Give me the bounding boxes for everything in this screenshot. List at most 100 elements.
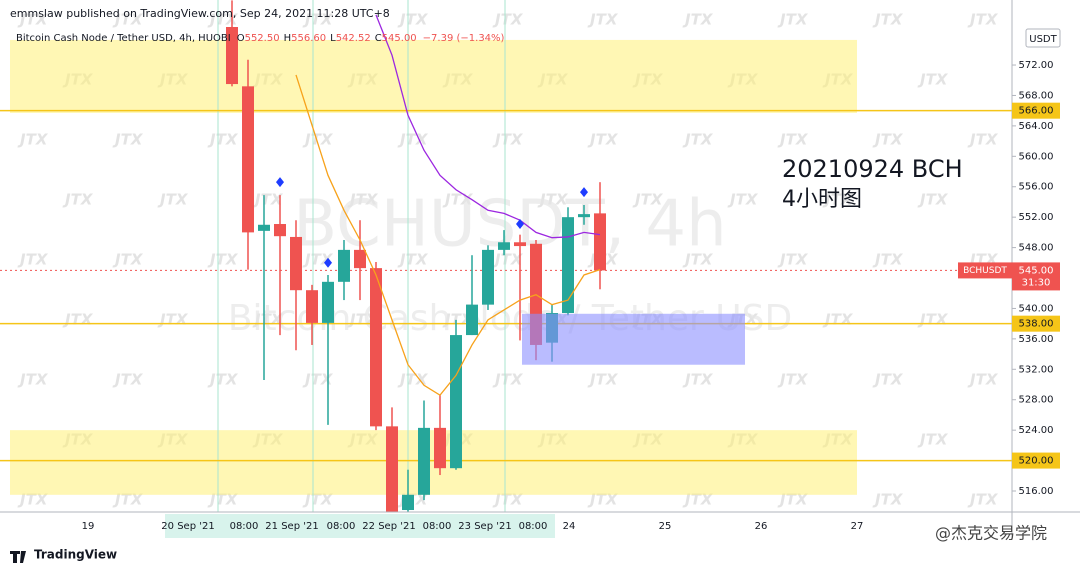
legend-key: O bbox=[237, 33, 245, 44]
level-tag bbox=[1012, 102, 1060, 119]
watermark: JTX bbox=[967, 131, 999, 149]
watermark: JTX bbox=[587, 11, 619, 29]
watermark: JTX bbox=[207, 491, 239, 509]
watermark: JTX bbox=[112, 11, 144, 29]
y-tick-label: 540.00 bbox=[1019, 303, 1054, 314]
watermark: JTX bbox=[917, 311, 949, 329]
watermark: JTX bbox=[967, 11, 999, 29]
ma-line bbox=[295, 74, 601, 397]
watermark: JTX bbox=[777, 11, 809, 29]
watermark: JTX bbox=[822, 311, 854, 329]
watermark: JTX bbox=[682, 131, 714, 149]
x-tick-label: 23 Sep '21 bbox=[458, 521, 511, 532]
watermark: JTX bbox=[17, 131, 49, 149]
watermark: JTX bbox=[682, 251, 714, 269]
legend-key: L bbox=[330, 33, 336, 44]
watermark: JTX bbox=[917, 71, 949, 89]
candle-body bbox=[306, 290, 318, 323]
level-label: 566.00 bbox=[1019, 106, 1054, 117]
level-tag bbox=[1012, 452, 1060, 469]
watermark: JTX bbox=[727, 191, 759, 209]
y-tick-label: 528.00 bbox=[1019, 395, 1054, 406]
y-tick-label: 556.00 bbox=[1019, 182, 1054, 193]
watermark: JTX bbox=[17, 251, 49, 269]
watermark: JTX bbox=[442, 191, 474, 209]
candle-body bbox=[370, 268, 382, 427]
legend-key: C bbox=[375, 33, 382, 44]
watermark: JTX bbox=[302, 11, 334, 29]
watermark: JTX bbox=[397, 371, 429, 389]
watermark: JTX bbox=[587, 371, 619, 389]
candle-body bbox=[226, 27, 238, 85]
footer-logo: TradingView bbox=[34, 548, 117, 562]
x-tick-label: 08:00 bbox=[230, 521, 259, 532]
watermark: JTX bbox=[492, 371, 524, 389]
watermark: JTX bbox=[587, 131, 619, 149]
candle-body bbox=[354, 249, 366, 269]
x-tick-label: 08:00 bbox=[423, 521, 452, 532]
signal bbox=[580, 187, 588, 198]
candle-body bbox=[498, 242, 510, 250]
candle-body bbox=[594, 213, 606, 271]
x-tick-label: 08:00 bbox=[519, 521, 548, 532]
candle-body bbox=[514, 242, 526, 247]
watermark: JTX bbox=[397, 251, 429, 269]
x-tick-label: 27 bbox=[851, 521, 864, 532]
y-tick-label: 524.00 bbox=[1019, 425, 1054, 436]
symbol-label: BCHUSDT bbox=[963, 266, 1007, 276]
watermark: JTX bbox=[112, 491, 144, 509]
watermark: JTX bbox=[62, 191, 94, 209]
watermark: JTX bbox=[822, 191, 854, 209]
watermark: JTX bbox=[112, 371, 144, 389]
candle-body bbox=[450, 335, 462, 469]
legend-value: 556.60 bbox=[291, 33, 326, 44]
candle-body bbox=[338, 249, 350, 282]
x-tick-label: 25 bbox=[659, 521, 672, 532]
candle-body bbox=[386, 426, 398, 512]
watermark: JTX bbox=[872, 491, 904, 509]
level-label: 538.00 bbox=[1019, 319, 1054, 330]
axes: 566.00 538.00 520.00 572.00 568.00 564.00 560.… bbox=[82, 60, 1060, 532]
x-tick-label: 22 Sep '21 bbox=[362, 521, 415, 532]
watermark: JTX bbox=[157, 311, 189, 329]
logo-icon bbox=[10, 551, 26, 563]
watermark: JTX bbox=[397, 11, 429, 29]
level-tag bbox=[1012, 315, 1060, 332]
candle-body bbox=[434, 427, 446, 469]
session-highlight bbox=[165, 514, 555, 538]
watermark: JTX bbox=[777, 251, 809, 269]
watermark: JTX bbox=[302, 491, 334, 509]
watermark: JTX bbox=[17, 11, 49, 29]
candle-body bbox=[482, 249, 494, 305]
zone bbox=[10, 430, 857, 495]
watermark: JTX bbox=[207, 131, 239, 149]
watermark: JTX bbox=[252, 191, 284, 209]
box-zone bbox=[522, 313, 745, 365]
footer-credit: @杰克交易学院 bbox=[935, 524, 1047, 543]
y-tick-label: 532.00 bbox=[1019, 364, 1054, 375]
x-tick-label: 26 bbox=[755, 521, 768, 532]
signal bbox=[324, 257, 332, 268]
symbol-title: Bitcoin Cash Node / Tether USD, 4h, HUOB… bbox=[16, 33, 231, 44]
watermark: JTX bbox=[777, 371, 809, 389]
watermark: JTX bbox=[872, 371, 904, 389]
watermark: JTX bbox=[917, 191, 949, 209]
x-tick-label: 19 bbox=[82, 521, 95, 532]
symbol-tag bbox=[958, 262, 1012, 279]
x-tick-label: 08:00 bbox=[327, 521, 356, 532]
y-tick-label: 572.00 bbox=[1019, 60, 1054, 71]
candle-body bbox=[290, 236, 302, 291]
legend-value: 552.50 bbox=[245, 33, 280, 44]
watermark: JTX bbox=[207, 11, 239, 29]
zone bbox=[10, 39, 857, 113]
y-tick-label: 548.00 bbox=[1019, 243, 1054, 254]
candle-body bbox=[402, 494, 414, 511]
ma-line bbox=[375, 14, 601, 239]
watermark: JTX bbox=[17, 371, 49, 389]
watermark: JTX bbox=[682, 371, 714, 389]
signal bbox=[276, 177, 284, 188]
y-tick-label: 564.00 bbox=[1019, 121, 1054, 132]
watermark: JTX bbox=[587, 491, 619, 509]
candle-body bbox=[274, 224, 286, 237]
plot-area: JTX JTX JTX JTX JTX JTX JTX JTX JTX JTX JTX JTX JTX J… bbox=[0, 0, 1012, 512]
